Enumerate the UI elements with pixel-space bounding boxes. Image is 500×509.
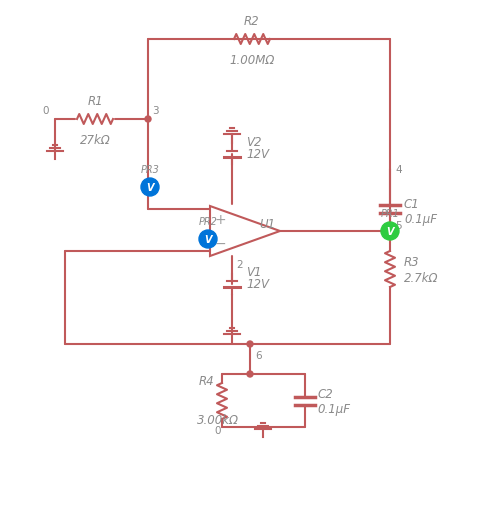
Text: R1: R1	[87, 95, 103, 108]
Circle shape	[247, 371, 253, 377]
Text: V: V	[146, 183, 154, 192]
Text: R2: R2	[244, 15, 260, 28]
Text: PR3: PR3	[140, 165, 160, 175]
Text: 2.7kΩ: 2.7kΩ	[404, 271, 438, 284]
Circle shape	[387, 229, 393, 235]
Text: 12V: 12V	[246, 278, 269, 291]
Text: U1: U1	[259, 217, 275, 230]
Text: R3: R3	[404, 255, 419, 268]
Circle shape	[381, 222, 399, 241]
Text: 2: 2	[236, 260, 242, 269]
Text: 0: 0	[42, 106, 49, 116]
Text: +: +	[214, 213, 226, 227]
Text: 0.1μF: 0.1μF	[404, 213, 437, 226]
Text: 0: 0	[215, 425, 222, 435]
Text: 5: 5	[395, 220, 402, 231]
Circle shape	[247, 342, 253, 347]
Text: V: V	[204, 235, 212, 244]
Text: V2: V2	[246, 136, 262, 149]
Text: R4: R4	[198, 374, 214, 387]
Text: 12V: 12V	[246, 148, 269, 161]
Text: 3: 3	[152, 106, 158, 116]
Text: 0.1μF: 0.1μF	[317, 403, 350, 416]
Circle shape	[387, 229, 393, 235]
Text: 6: 6	[255, 350, 262, 360]
Text: C1: C1	[404, 198, 419, 211]
Text: 1.00MΩ: 1.00MΩ	[230, 54, 274, 67]
Text: V: V	[386, 227, 394, 237]
Text: −: −	[214, 237, 226, 250]
Circle shape	[199, 231, 217, 248]
Circle shape	[141, 179, 159, 196]
Text: PR1: PR1	[380, 209, 400, 218]
Text: 27kΩ: 27kΩ	[80, 134, 110, 147]
Text: V1: V1	[246, 266, 262, 279]
Circle shape	[145, 117, 151, 123]
Text: C2: C2	[317, 387, 333, 400]
Text: 4: 4	[395, 165, 402, 175]
Text: 3.00kΩ: 3.00kΩ	[197, 413, 239, 426]
Text: PR2: PR2	[198, 216, 218, 227]
